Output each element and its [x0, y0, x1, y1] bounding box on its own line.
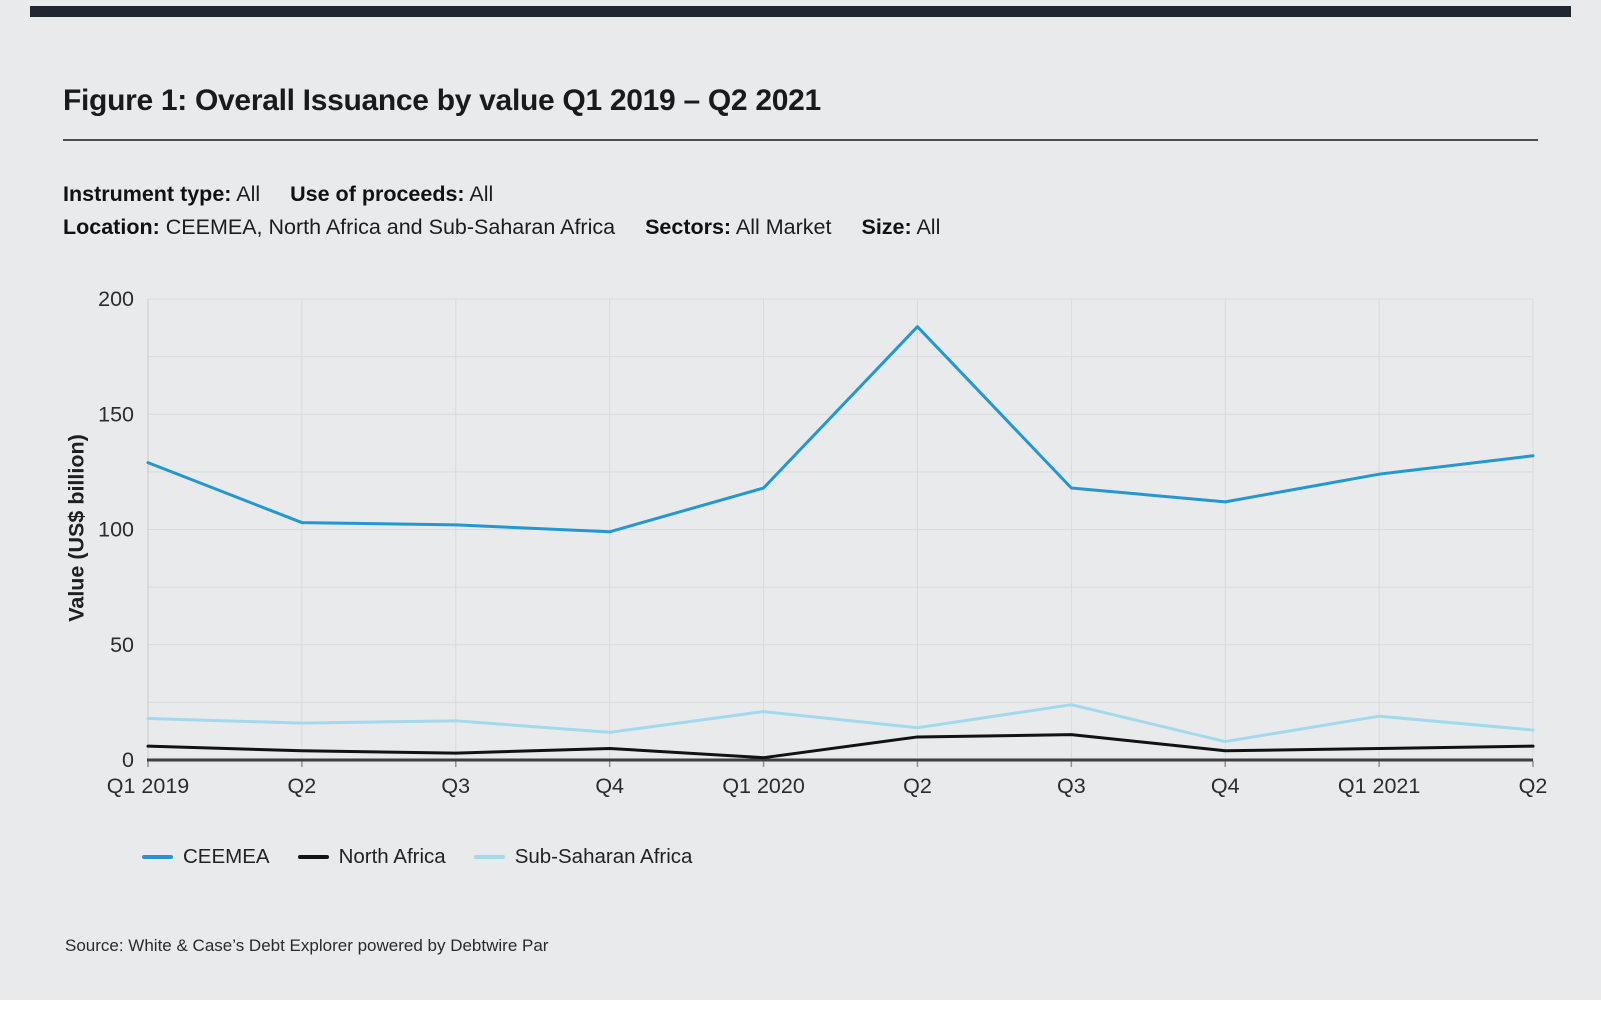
- series-line-sub-saharan-africa: [146, 703, 1535, 744]
- filter-row-1: Instrument type: All Use of proceeds: All: [63, 178, 970, 211]
- x-tick-label: Q2: [1519, 774, 1548, 798]
- legend-swatch-sub-saharan-africa: [473, 855, 505, 859]
- y-tick-label: 50: [110, 633, 134, 657]
- series-line-ceemea: [146, 325, 1535, 534]
- source-note: Source: White & Case’s Debt Explorer pow…: [65, 936, 549, 955]
- filter-summary: Instrument type: All Use of proceeds: All…: [63, 178, 970, 244]
- legend-swatch-north-africa: [297, 855, 329, 859]
- filter-instrument-type: Instrument type: All: [63, 182, 261, 206]
- x-tick-label: Q2: [288, 774, 317, 798]
- y-tick-label: 0: [122, 748, 134, 772]
- legend-item-sub-saharan-africa: Sub-Saharan Africa: [473, 845, 693, 869]
- y-tick-label: 150: [98, 402, 134, 426]
- x-tick-label: Q1 2020: [722, 774, 805, 798]
- series-line-north-africa: [146, 733, 1535, 760]
- filter-size: Size: All: [861, 215, 941, 239]
- x-tick-label: Q4: [595, 774, 624, 798]
- legend-label-sub-saharan-africa: Sub-Saharan Africa: [514, 845, 693, 868]
- y-tick-label: 200: [98, 287, 134, 311]
- legend-item-ceemea: CEEMEA: [142, 845, 270, 869]
- legend-label-ceemea: CEEMEA: [183, 845, 270, 868]
- title-divider: [63, 139, 1538, 141]
- legend-item-north-africa: North Africa: [297, 845, 446, 869]
- x-tick-label: Q4: [1211, 774, 1240, 798]
- issuance-line-chart: 0 50 100 150 200 Q1 2019 Q2 Q3 Q4 Q1 2020 Q2 Q3 Q4 Q1…: [98, 287, 1548, 798]
- filter-sectors: Sectors: All Market: [645, 215, 832, 239]
- legend-swatch-ceemea: [142, 855, 173, 859]
- x-tick-label: Q3: [1057, 774, 1086, 798]
- filter-location: Location: CEEMEA, North Africa and Sub-S…: [63, 215, 616, 239]
- x-tick-label: Q2: [903, 774, 932, 798]
- top-bar: [30, 6, 1571, 17]
- x-tick-label: Q3: [441, 774, 470, 798]
- y-tick-label: 100: [98, 518, 134, 542]
- chart-legend: CEEMEA North Africa Sub-Saharan Africa: [142, 845, 692, 869]
- x-tick-label: Q1 2019: [107, 774, 189, 798]
- filter-use-of-proceeds: Use of proceeds: All: [290, 182, 494, 206]
- filter-row-2: Location: CEEMEA, North Africa and Sub-S…: [63, 211, 970, 244]
- legend-label-north-africa: North Africa: [338, 845, 446, 868]
- figure-title: Figure 1: Overall Issuance by value Q1 2…: [63, 84, 821, 117]
- x-tick-label: Q1 2021: [1338, 774, 1420, 798]
